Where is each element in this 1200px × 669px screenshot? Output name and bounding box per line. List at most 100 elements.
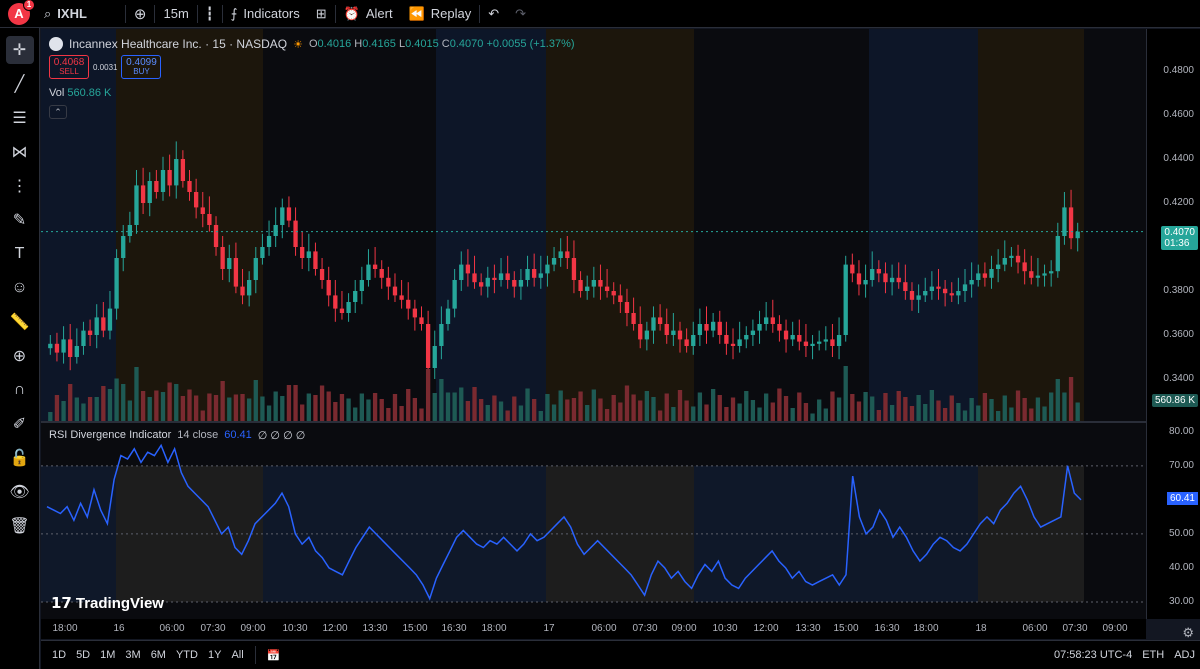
volume-bar (492, 395, 497, 421)
volume-bar (465, 401, 471, 421)
volume-bar (518, 405, 524, 421)
range-button-6m[interactable]: 6M (150, 649, 166, 661)
trendline-tool[interactable]: ╱ (6, 70, 34, 98)
redo-icon: ↷ (515, 5, 527, 21)
replay-button[interactable]: ⏪ Replay (401, 0, 480, 28)
volume-bar (1042, 406, 1047, 421)
volume-bar (949, 395, 954, 421)
volume-bar (744, 391, 749, 421)
hide-tool[interactable]: 👁 (6, 478, 34, 506)
candle-body (518, 280, 524, 287)
candle-body (406, 299, 411, 309)
compare-button[interactable]: ⊕ (126, 0, 155, 28)
emoji-tool[interactable]: ☺ (6, 274, 34, 302)
volume-bar (638, 400, 643, 421)
collapse-legend-button[interactable]: ⌃ (49, 105, 67, 119)
candle-body (651, 317, 656, 331)
layouts-button[interactable]: ⊞ (308, 0, 335, 28)
open-key: O (308, 38, 318, 50)
settings-gear-icon[interactable]: ⚙ (1182, 625, 1194, 640)
volume-bar (876, 410, 881, 421)
buy-button[interactable]: 0.4099 BUY (121, 55, 162, 79)
magnet-tool[interactable]: ∩ (6, 376, 34, 404)
volume-bar (386, 408, 391, 421)
volume-bar (710, 389, 716, 421)
stay-drawing-tool[interactable]: ✐ (6, 410, 34, 438)
brush-tool[interactable]: ✎ (6, 206, 34, 234)
text-tool[interactable]: T (6, 240, 34, 268)
avatar-letter: A (14, 6, 24, 21)
volume-bar (770, 402, 775, 421)
rsi-tick-label: 80.00 (1168, 425, 1194, 437)
time-axis[interactable]: 18:00 16 06:00 07:30 09:00 10:30 12:00 13:30 15:… (41, 619, 1146, 639)
time-tick-label: 12:00 (322, 623, 348, 634)
volume-bar (260, 396, 265, 421)
volume-bar (538, 411, 543, 421)
candle-body (724, 335, 729, 344)
candle-body (465, 264, 471, 274)
interval-button[interactable]: 15m (155, 0, 196, 28)
volume-bar (730, 397, 736, 421)
volume-bar (764, 393, 769, 421)
candle-body (598, 280, 603, 287)
lock-tool[interactable]: 🔓 (6, 444, 34, 472)
candle-body (1035, 275, 1041, 278)
plus-circle-icon: ⊕ (133, 5, 147, 23)
time-tick-label: 09:00 (671, 623, 697, 634)
candle-body (962, 284, 968, 291)
volume-bar (929, 390, 935, 421)
crosshair-tool[interactable]: ✛ (5, 36, 34, 64)
zoom-tool[interactable]: ⊕ (6, 342, 34, 370)
symbol-search[interactable]: ⌕ IXHL (36, 0, 95, 28)
volume-bar (737, 403, 742, 421)
candle-body (492, 277, 497, 280)
candle-body (942, 288, 948, 294)
candle-body (571, 258, 577, 280)
measure-tool[interactable]: 📏 (6, 308, 34, 336)
divider (479, 4, 481, 23)
volume-bar (817, 399, 822, 421)
delete-tool[interactable]: 🗑 (6, 512, 34, 540)
candle-body (909, 291, 915, 300)
symbol-label: IXHL (57, 6, 87, 21)
range-button-5d[interactable]: 5D (76, 649, 91, 661)
adj-button[interactable]: ADJ (1174, 649, 1195, 661)
session-button[interactable]: ETH (1142, 649, 1165, 661)
undo-button[interactable]: ↶ (480, 0, 507, 28)
redo-button[interactable]: ↷ (507, 0, 534, 28)
time-tick-label: 18:00 (913, 623, 939, 634)
pattern-tool[interactable]: ⋈ (6, 138, 34, 166)
price-tick-label: 0.3400 (1163, 373, 1194, 384)
price-axis[interactable]: 0.4800 0.4600 0.4400 0.4200 0.3800 0.3600 0.34… (1146, 29, 1200, 640)
volume-bar (306, 393, 311, 421)
chart-type-button[interactable]: ┇ (198, 0, 222, 28)
candle-body (472, 273, 477, 283)
candle-body (207, 214, 212, 225)
range-button-1m[interactable]: 1M (100, 649, 116, 661)
indicators-button[interactable]: ⨍ Indicators (223, 0, 308, 28)
volume-bar (68, 384, 73, 421)
range-button-3m[interactable]: 3M (125, 649, 141, 661)
chart-canvas[interactable]: Incannex Healthcare Inc. · 15 · NASDAQ ☀… (41, 29, 1146, 619)
rsi-params: 14 close (177, 429, 219, 441)
range-button-all[interactable]: All (231, 649, 244, 661)
volume-bar (863, 392, 868, 421)
fib-tool[interactable]: ☰ (6, 104, 34, 132)
prediction-tool[interactable]: ⋮ (6, 172, 34, 200)
alert-button[interactable]: ⏰ Alert (336, 0, 401, 28)
candle-body (876, 269, 881, 274)
range-button-ytd[interactable]: YTD (175, 649, 198, 661)
range-button-1y[interactable]: 1Y (207, 649, 222, 661)
volume-bar (286, 385, 292, 421)
close-value: 0.4070 (449, 38, 484, 50)
volume-bar (180, 396, 186, 421)
volume-bar (750, 400, 756, 421)
date-range-button[interactable]: 📅 (262, 649, 286, 662)
time-tick-label: 09:00 (240, 623, 266, 634)
volume-value: 560.86 K (67, 87, 112, 99)
sell-button[interactable]: 0.4068 SELL (49, 55, 89, 79)
range-button-1d[interactable]: 1D (52, 649, 67, 661)
clock-label[interactable]: 07:58:23 UTC-4 (1053, 649, 1133, 661)
interval-label: 15m (163, 6, 189, 21)
